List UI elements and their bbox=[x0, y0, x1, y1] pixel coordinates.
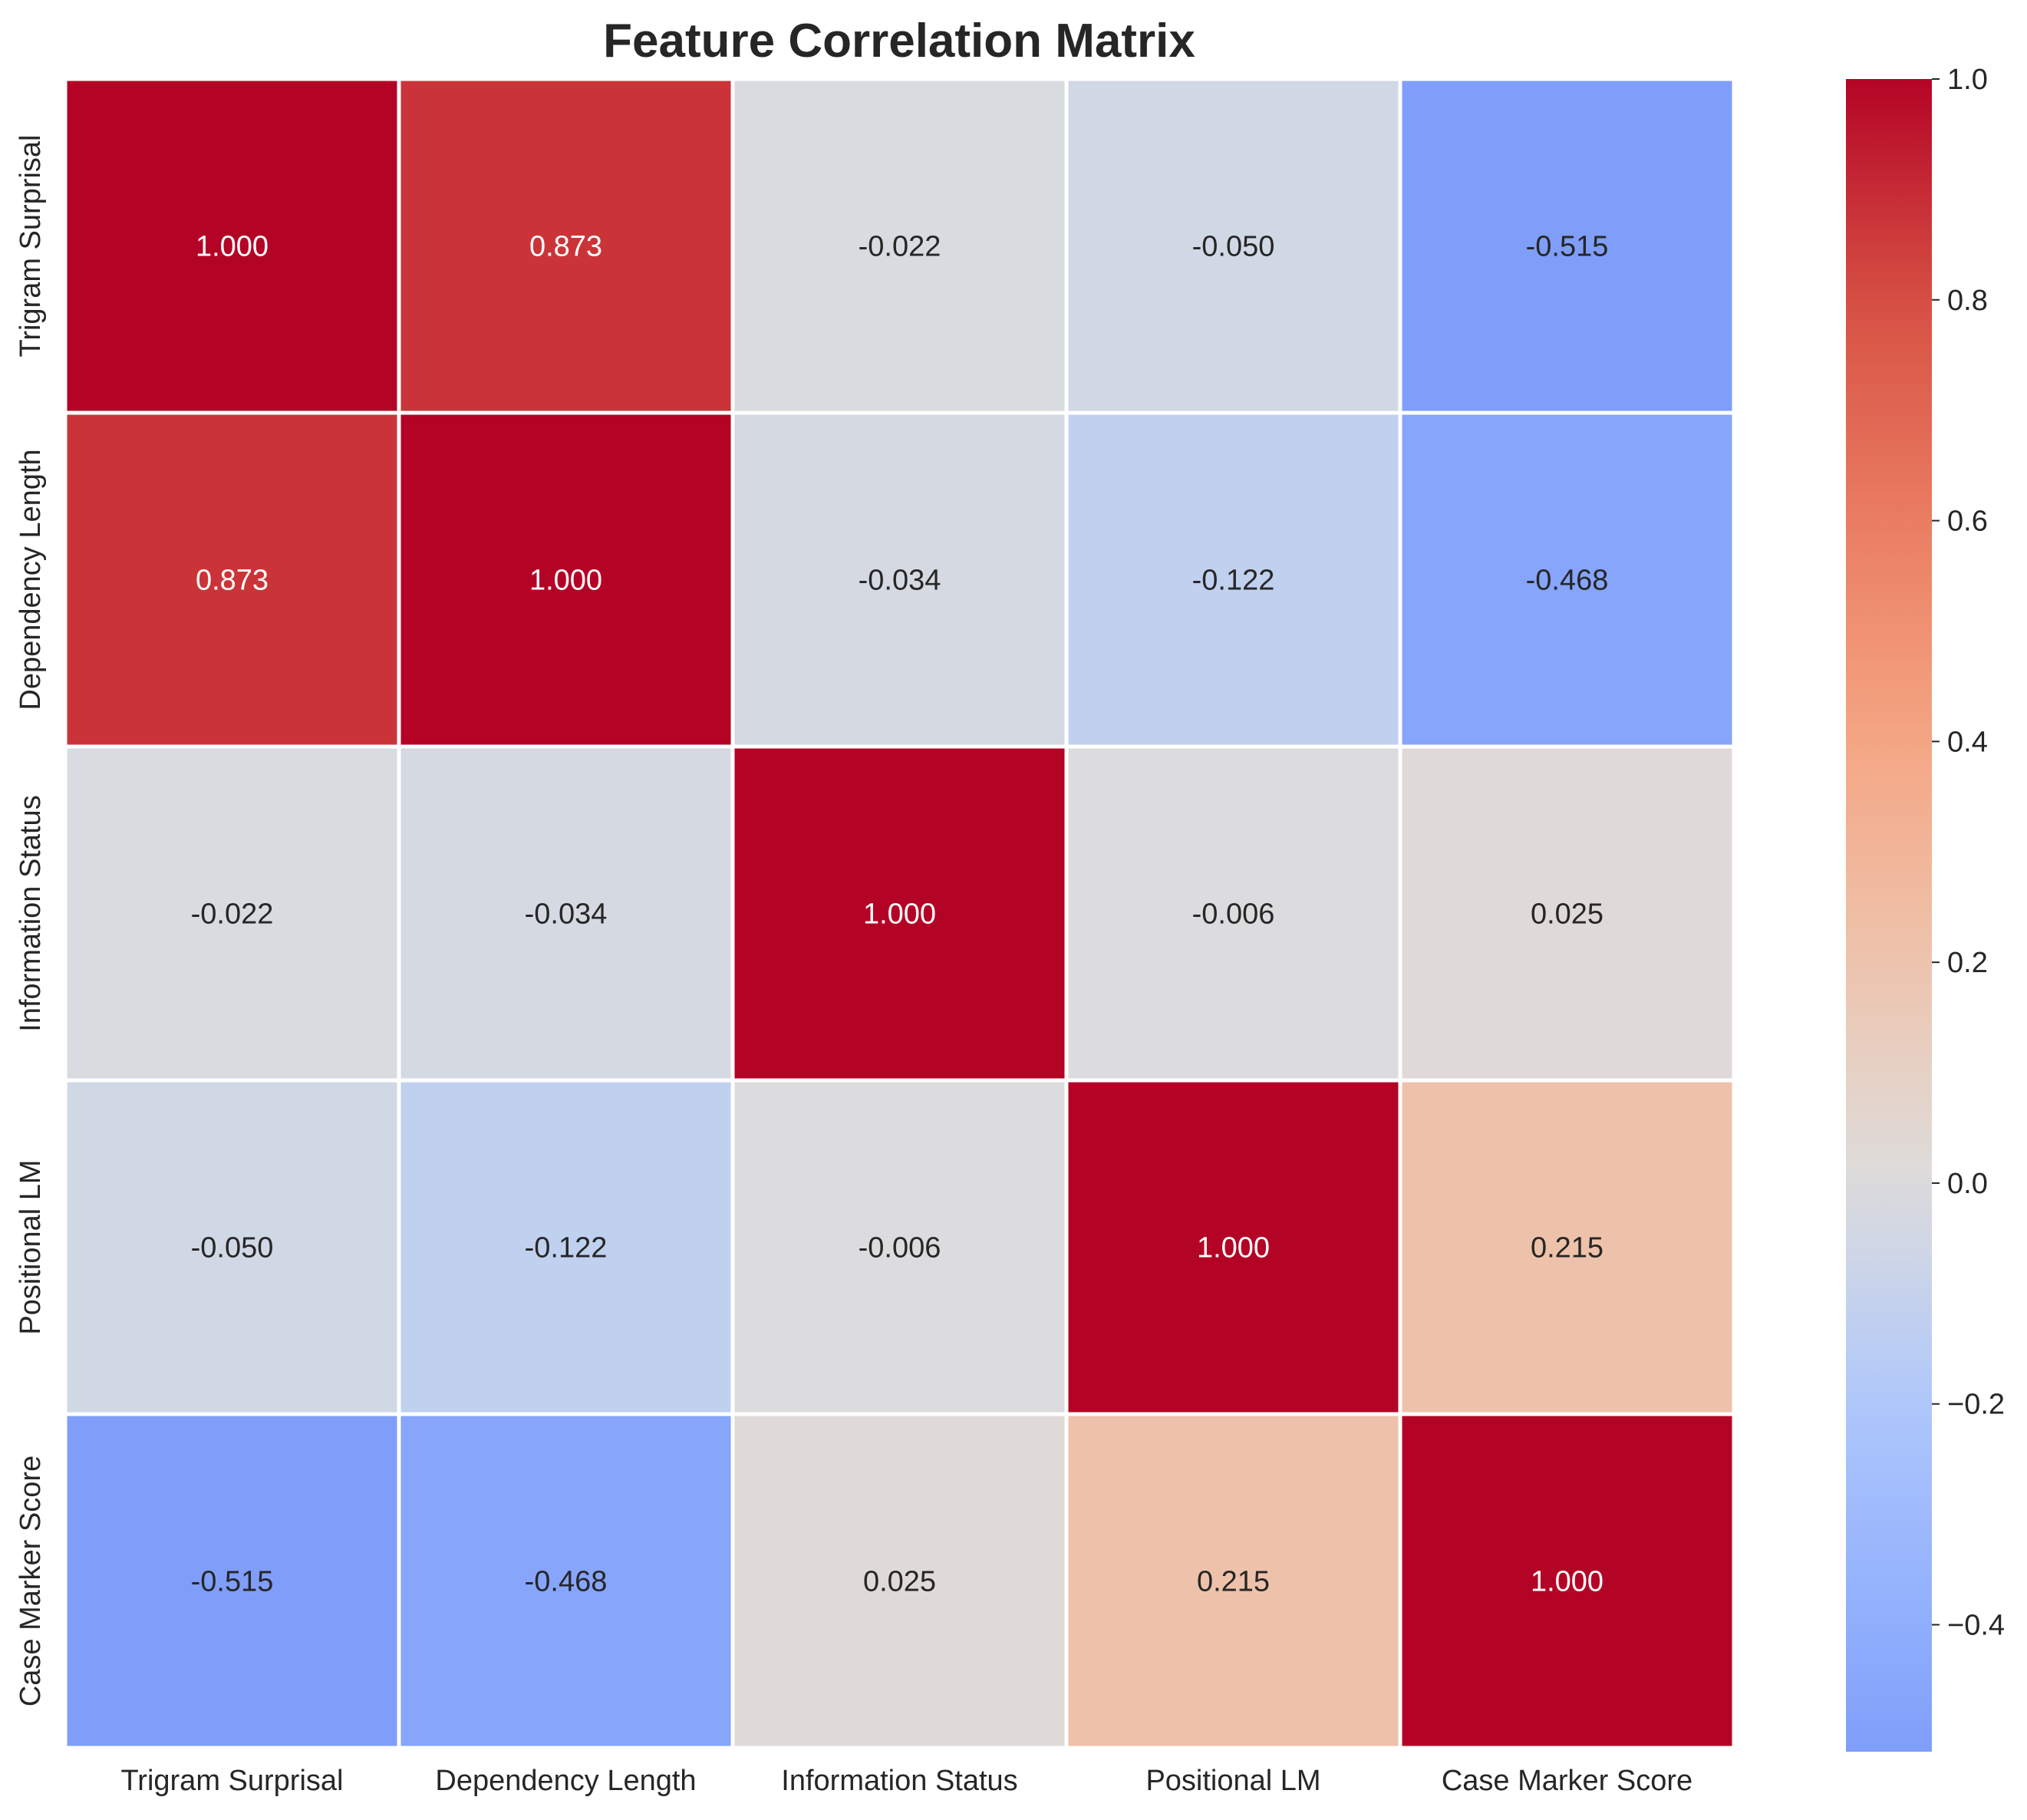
heatmap-cell-3-1 bbox=[400, 1082, 731, 1413]
y-tick-label-trigram-surprisal: Trigram Surprisal bbox=[15, 135, 47, 358]
heatmap-cell-3-0 bbox=[67, 1082, 397, 1413]
cell-value-label-2-3: -0.006 bbox=[1192, 898, 1275, 931]
x-tick-label-trigram-surprisal: Trigram Surprisal bbox=[121, 1765, 344, 1797]
cell-value-label-3-2: -0.006 bbox=[859, 1232, 941, 1264]
cell-value-label-3-1: -0.122 bbox=[525, 1232, 608, 1264]
cell-value-label-2-2: 1.000 bbox=[863, 898, 936, 931]
cell-value-label-0-1: 0.873 bbox=[529, 231, 602, 263]
colorbar-tick-label: 0.2 bbox=[1947, 947, 1988, 979]
heatmap-cells bbox=[67, 81, 1732, 1746]
heatmap-cell-0-3 bbox=[1068, 81, 1399, 411]
cell-value-label-3-4: 0.215 bbox=[1531, 1232, 1603, 1264]
heatmap-cell-3-3 bbox=[1068, 1082, 1399, 1413]
heatmap-cell-4-4 bbox=[1402, 1416, 1732, 1746]
colorbar-tick-label: 1.0 bbox=[1947, 64, 1988, 96]
y-axis-tick-labels: Trigram Surprisal Dependency Length Inform… bbox=[15, 135, 47, 1707]
cell-value-label-1-3: -0.122 bbox=[1192, 565, 1275, 597]
x-tick-label-case-marker-score: Case Marker Score bbox=[1442, 1765, 1692, 1797]
colorbar-gradient bbox=[1846, 79, 1932, 1752]
cell-value-label-0-2: -0.022 bbox=[859, 231, 941, 263]
cell-value-label-2-1: -0.034 bbox=[525, 898, 608, 931]
heatmap-cell-1-1 bbox=[400, 414, 731, 745]
colorbar-tick-label: 0.0 bbox=[1947, 1168, 1988, 1200]
heatmap-cell-4-3 bbox=[1068, 1416, 1399, 1746]
colorbar-tick-label: −0.4 bbox=[1947, 1610, 2005, 1642]
heatmap-cell-1-2 bbox=[734, 414, 1065, 745]
cell-value-label-4-4: 1.000 bbox=[1531, 1566, 1603, 1598]
heatmap-cell-4-1 bbox=[400, 1416, 731, 1746]
heatmap-cell-4-2 bbox=[734, 1416, 1065, 1746]
heatmap-cell-0-4 bbox=[1402, 81, 1732, 411]
heatmap-cell-3-2 bbox=[734, 1082, 1065, 1413]
cell-value-label-4-1: -0.468 bbox=[525, 1566, 608, 1598]
y-tick-label-information-status: Information Status bbox=[15, 795, 47, 1031]
heatmap-cell-1-3 bbox=[1068, 414, 1399, 745]
y-tick-label-positional-lm: Positional LM bbox=[15, 1159, 47, 1334]
colorbar-tick-label: 0.8 bbox=[1947, 285, 1988, 317]
cell-value-label-3-3: 1.000 bbox=[1197, 1232, 1270, 1264]
cell-value-label-4-2: 0.025 bbox=[863, 1566, 936, 1598]
cell-value-label-4-0: -0.515 bbox=[191, 1566, 274, 1598]
cell-annotations: 1.000 0.873 -0.022 -0.050 -0.515 0.873 1.000 -0… bbox=[191, 231, 1609, 1598]
heatmap-cell-2-2 bbox=[734, 748, 1065, 1079]
x-tick-label-information-status: Information Status bbox=[781, 1765, 1017, 1797]
heatmap-cell-0-1 bbox=[400, 81, 731, 411]
colorbar-tick-label: 0.4 bbox=[1947, 726, 1988, 758]
colorbar-tick-label: −0.2 bbox=[1947, 1389, 2005, 1421]
cell-value-label-0-4: -0.515 bbox=[1526, 231, 1609, 263]
heatmap-cell-2-0 bbox=[67, 748, 397, 1079]
heatmap-cell-2-3 bbox=[1068, 748, 1399, 1079]
colorbar: 1.0 0.8 0.6 0.4 0.2 0.0 −0.2 −0.4 bbox=[1846, 64, 2005, 1752]
x-tick-label-positional-lm: Positional LM bbox=[1145, 1765, 1320, 1797]
colorbar-tick-label: 0.6 bbox=[1947, 506, 1988, 538]
cell-value-label-2-4: 0.025 bbox=[1531, 898, 1603, 931]
heatmap-cell-3-4 bbox=[1402, 1082, 1732, 1413]
heatmap-cell-1-0 bbox=[67, 414, 397, 745]
heatmap-cell-4-0 bbox=[67, 1416, 397, 1746]
chart-title: Feature Correlation Matrix bbox=[603, 15, 1195, 68]
cell-value-label-2-0: -0.022 bbox=[191, 898, 274, 931]
heatmap-cell-2-4 bbox=[1402, 748, 1732, 1079]
cell-value-label-0-0: 1.000 bbox=[196, 231, 269, 263]
heatmap-cell-0-2 bbox=[734, 81, 1065, 411]
y-tick-label-case-marker-score: Case Marker Score bbox=[15, 1456, 47, 1706]
x-axis-tick-labels: Trigram Surprisal Dependency Length Inform… bbox=[121, 1765, 1693, 1797]
heatmap-cell-0-0 bbox=[67, 81, 397, 411]
cell-value-label-1-4: -0.468 bbox=[1526, 565, 1609, 597]
y-tick-label-dependency-length: Dependency Length bbox=[15, 449, 47, 710]
heatmap-cell-2-1 bbox=[400, 748, 731, 1079]
cell-value-label-1-1: 1.000 bbox=[529, 565, 602, 597]
cell-value-label-0-3: -0.050 bbox=[1192, 231, 1275, 263]
cell-value-label-1-0: 0.873 bbox=[196, 565, 269, 597]
cell-value-label-3-0: -0.050 bbox=[191, 1232, 274, 1264]
x-tick-label-dependency-length: Dependency Length bbox=[435, 1765, 696, 1797]
heatmap-cell-1-4 bbox=[1402, 414, 1732, 745]
cell-value-label-4-3: 0.215 bbox=[1197, 1566, 1270, 1598]
cell-value-label-1-2: -0.034 bbox=[859, 565, 941, 597]
